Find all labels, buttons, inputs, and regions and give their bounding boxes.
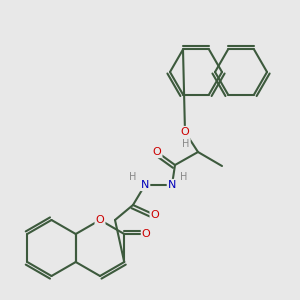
Text: O: O bbox=[142, 229, 151, 239]
Text: H: H bbox=[182, 139, 190, 149]
Text: O: O bbox=[181, 127, 189, 137]
Text: N: N bbox=[168, 180, 176, 190]
Text: O: O bbox=[96, 215, 104, 225]
Text: H: H bbox=[129, 172, 137, 182]
Text: O: O bbox=[153, 147, 161, 157]
Text: N: N bbox=[141, 180, 149, 190]
Text: H: H bbox=[180, 172, 188, 182]
Text: O: O bbox=[151, 210, 159, 220]
